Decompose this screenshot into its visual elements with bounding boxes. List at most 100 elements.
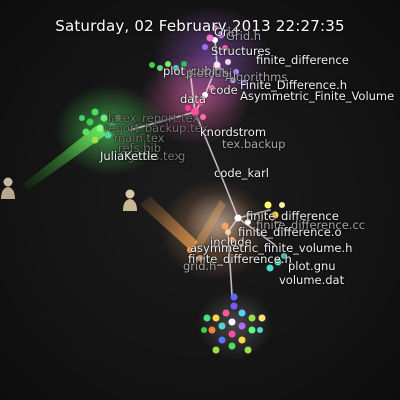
- file-node: [221, 222, 229, 230]
- file-label-plot-gnu: plot.gnu: [288, 259, 336, 273]
- file-node: [222, 45, 228, 51]
- user-label-juliakettle: JuliaKettle: [100, 149, 158, 163]
- file-node: [228, 342, 236, 350]
- file-node: [82, 128, 90, 136]
- file-node: [157, 65, 163, 71]
- file-node: [244, 346, 252, 354]
- file-label-grid-h-low: grid.h: [183, 259, 217, 273]
- file-node: [242, 79, 248, 85]
- beam-karl-1: [140, 196, 198, 250]
- file-cluster-bottom: [201, 293, 266, 354]
- file-node: [279, 202, 285, 208]
- file-node: [264, 201, 272, 209]
- file-node: [203, 314, 211, 322]
- file-node: [218, 336, 226, 344]
- file-label-tex-backup: tex.backup: [222, 137, 286, 151]
- file-node: [257, 327, 263, 333]
- file-label-asymmetric-finite-volume-h: asymmetric_finite_volume.h: [190, 241, 353, 255]
- file-node: [200, 114, 206, 120]
- dir-label-code-karl: code_karl: [214, 166, 269, 180]
- file-node: [109, 123, 115, 129]
- file-node: [212, 25, 218, 31]
- file-node: [230, 293, 238, 301]
- file-node: [96, 124, 104, 132]
- file-node: [185, 105, 191, 111]
- edge: [129, 111, 196, 131]
- file-node: [229, 237, 235, 243]
- file-node: [100, 114, 108, 122]
- dir-node-code: [202, 92, 208, 98]
- dir-label-include: include: [210, 235, 252, 249]
- file-node: [218, 322, 226, 330]
- file-cluster-plot: [149, 61, 187, 71]
- file-node: [115, 115, 121, 121]
- dir-label-data: data: [180, 92, 206, 106]
- file-node: [206, 34, 214, 42]
- file-node: [238, 322, 246, 330]
- dir-node-structures: [213, 61, 221, 69]
- file-node: [248, 314, 256, 322]
- file-node: [281, 253, 287, 259]
- edge: [189, 69, 196, 113]
- file-label-finite-difference-o: finite_difference.o: [238, 225, 342, 239]
- user-label-knordstrom: knordstrom: [200, 125, 267, 139]
- file-node: [212, 346, 220, 354]
- dir-node-algorithms: [230, 77, 236, 83]
- beam-karl-2: [190, 200, 226, 254]
- edge: [227, 231, 233, 296]
- file-node: [248, 326, 256, 334]
- dir-node-karl: [234, 214, 242, 222]
- file-label-plot-cubi: plotcubi: [186, 66, 233, 80]
- file-label-finite-difference-h-top: Finite_Difference.h: [240, 78, 348, 92]
- file-node: [217, 31, 225, 39]
- glow-bottom-cluster: [197, 290, 273, 360]
- user-avatar-icon[interactable]: [0, 176, 16, 200]
- dir-label-code: code: [210, 83, 238, 97]
- file-node: [238, 309, 246, 317]
- edge: [214, 39, 218, 66]
- edge: [224, 184, 239, 219]
- file-node: [245, 219, 251, 225]
- file-label-volume-dat: volume.dat: [279, 273, 345, 287]
- glow-karl-white: [185, 192, 255, 252]
- file-node: [202, 44, 208, 50]
- file-node: [222, 309, 230, 317]
- file-node: [209, 85, 215, 91]
- file-node: [181, 61, 187, 67]
- file-node: [228, 330, 236, 338]
- file-node: [271, 211, 279, 219]
- dir-label-grid: Grid: [214, 25, 239, 39]
- file-label-finite-difference-h: finite_difference.h: [188, 252, 292, 266]
- file-node: [274, 258, 282, 266]
- user-avatar-icon[interactable]: [122, 188, 138, 212]
- file-node: [233, 69, 239, 75]
- file-label-faded: main.tex: [114, 131, 165, 145]
- file-label-asymmetric-finite-volume: Asymmetric_Finite_Volume: [240, 89, 395, 103]
- file-node: [238, 336, 246, 344]
- dir-node-data: [191, 108, 199, 116]
- file-node: [91, 136, 99, 144]
- file-node: [104, 131, 112, 139]
- file-label-faded: report_backup.tex: [104, 121, 209, 135]
- dir-label-finite-difference: finite_difference: [256, 53, 349, 67]
- file-node: [165, 61, 171, 67]
- edge: [194, 111, 226, 186]
- file-node: [225, 59, 231, 65]
- file-node: [230, 302, 238, 310]
- file-node: [266, 264, 274, 272]
- glow-green-cluster: [55, 85, 165, 175]
- dir-node-include: [225, 229, 231, 235]
- file-cluster-karl: [187, 201, 287, 272]
- file-cluster-top: [185, 25, 248, 120]
- glow-data: [140, 55, 250, 145]
- file-label-faded: latex_report.tex: [108, 111, 200, 125]
- dir-node-root: [212, 37, 218, 43]
- dir-label-plot-cubic: plot_cubic: [163, 64, 222, 78]
- dir-label-structures: Structures: [211, 44, 271, 58]
- file-node: [196, 98, 204, 106]
- file-label-finite-difference-cc: finite_difference.cc: [256, 218, 366, 232]
- file-label-faded: g: [178, 149, 186, 163]
- file-node: [91, 108, 99, 116]
